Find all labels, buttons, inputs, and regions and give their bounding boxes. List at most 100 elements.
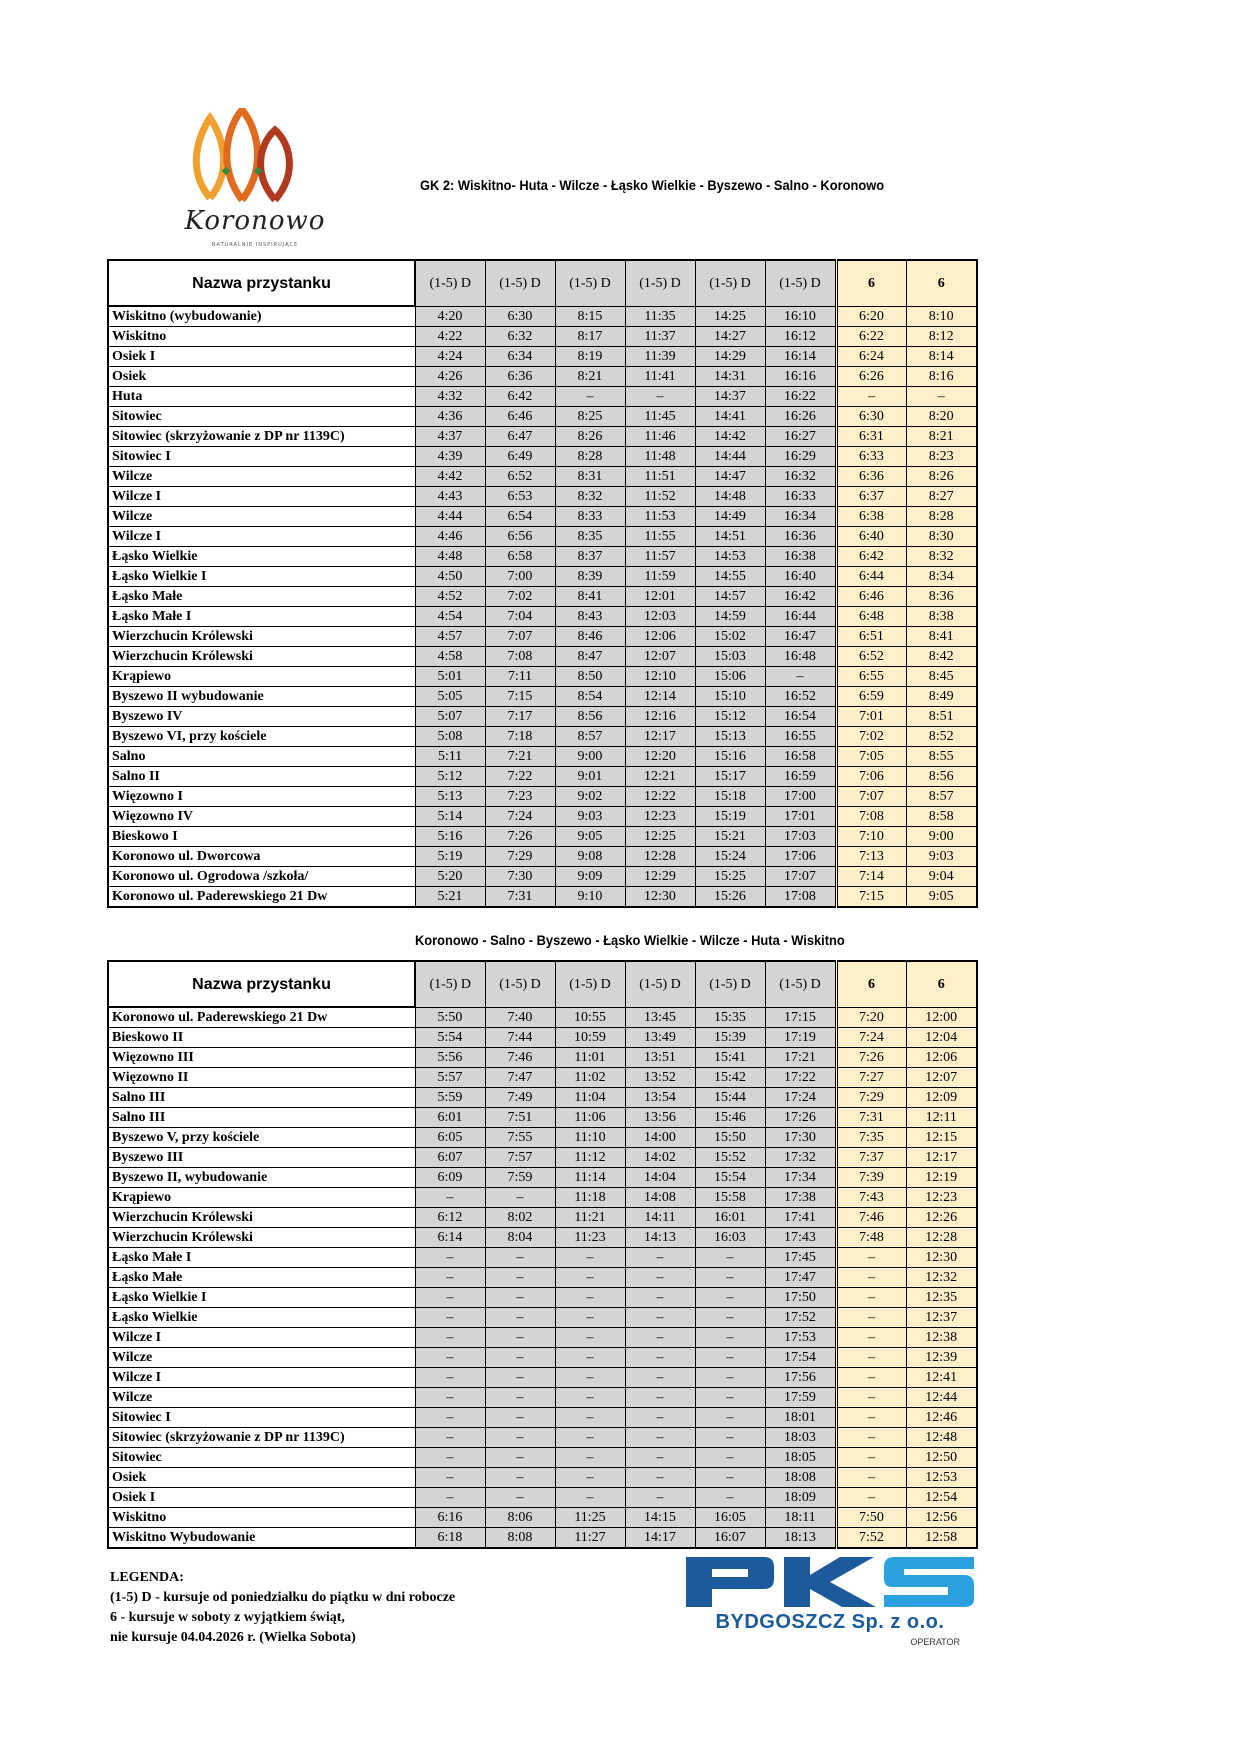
departure-time: 7:47	[484, 1067, 556, 1088]
departure-time: 8:08	[484, 1527, 556, 1549]
departure-time: 6:40	[834, 526, 907, 547]
departure-time: 12:06	[624, 626, 696, 647]
departure-time: 5:59	[414, 1087, 486, 1108]
departure-time: –	[694, 1387, 766, 1408]
stop-name: Wiskitno (wybudowanie)	[107, 305, 416, 327]
departure-time: 17:52	[764, 1307, 837, 1328]
departure-time: 6:55	[834, 666, 907, 687]
departure-time: 7:05	[834, 746, 907, 767]
departure-time: 8:37	[554, 546, 626, 567]
departure-time: 6:01	[414, 1107, 486, 1128]
departure-time: 11:57	[624, 546, 696, 567]
table-row: Łąsko Małe – – – – –17:47–12:32	[107, 1267, 978, 1288]
departure-time: 16:38	[764, 546, 837, 567]
departure-time: –	[694, 1247, 766, 1268]
departure-time: –	[834, 1467, 907, 1488]
departure-time: 7:08	[484, 646, 556, 667]
departure-time: 12:48	[905, 1427, 978, 1448]
departure-time: –	[624, 1267, 696, 1288]
departure-time: 17:56	[764, 1367, 837, 1388]
departure-time: –	[554, 386, 626, 407]
departure-time: 12:16	[624, 706, 696, 727]
departure-time: –	[554, 1247, 626, 1268]
stop-name: Wilcze	[107, 1387, 416, 1408]
departure-time: 12:30	[905, 1247, 978, 1268]
departure-time: 6:58	[484, 546, 556, 567]
departure-time: 12:21	[624, 766, 696, 787]
departure-time: 5:16	[414, 826, 486, 847]
departure-time: 6:07	[414, 1147, 486, 1168]
departure-time: 11:21	[554, 1207, 626, 1228]
departure-time: 12:23	[905, 1187, 978, 1208]
departure-time: –	[834, 1327, 907, 1348]
departure-time: 12:35	[905, 1287, 978, 1308]
departure-time: 5:11	[414, 746, 486, 767]
departure-time: 12:03	[624, 606, 696, 627]
departure-time: 11:35	[624, 305, 696, 327]
departure-time: 16:03	[694, 1227, 766, 1248]
departure-time: 8:16	[905, 366, 978, 387]
departure-time: 16:22	[764, 386, 837, 407]
departure-time: –	[484, 1187, 556, 1208]
koronowo-logo: Koronowo NATURALNIE INSPIRUJĄCE	[180, 104, 330, 258]
departure-time: 7:50	[834, 1507, 907, 1528]
departure-time: –	[624, 1407, 696, 1428]
stop-name: Wilcze	[107, 466, 416, 487]
header-row: Nazwa przystanku (1-5) D (1-5) D (1-5) D (1-…	[107, 960, 978, 1008]
departure-time: 8:26	[905, 466, 978, 487]
table-row: Byszewo IV 5:07 7:17 8:56 12:16 15:12 16:54 7:0…	[107, 706, 978, 727]
departure-time: 6:46	[834, 586, 907, 607]
departure-time: 15:16	[694, 746, 766, 767]
departure-time: 5:07	[414, 706, 486, 727]
departure-time: 7:30	[484, 866, 556, 887]
departure-time: –	[554, 1447, 626, 1468]
stop-name: Salno	[107, 746, 416, 767]
departure-time: 8:30	[905, 526, 978, 547]
departure-time: 12:50	[905, 1447, 978, 1468]
stop-name: Osiek I	[107, 1487, 416, 1508]
departure-time: 15:02	[694, 626, 766, 647]
departure-time: 7:17	[484, 706, 556, 727]
departure-time: –	[414, 1347, 486, 1368]
departure-time: 18:05	[764, 1447, 837, 1468]
table-row: Łąsko Małe I 4:54 7:04 8:43 12:03 14:59 16:44 6…	[107, 606, 978, 627]
departure-time: 6:38	[834, 506, 907, 527]
departure-time: 8:17	[554, 326, 626, 347]
departure-time: 17:30	[764, 1127, 837, 1148]
stop-name: Huta	[107, 386, 416, 407]
departure-time: 16:34	[764, 506, 837, 527]
departure-time: 15:35	[694, 1006, 766, 1028]
departure-time: 13:54	[624, 1087, 696, 1108]
departure-time: 6:34	[484, 346, 556, 367]
table-row: Sitowiec 4:36 6:46 8:25 11:45 14:41 16:26 6:30 8…	[107, 406, 978, 427]
departure-time: 12:15	[905, 1127, 978, 1148]
departure-time: 16:55	[764, 726, 837, 747]
departure-time: –	[764, 666, 837, 687]
departure-time: 15:17	[694, 766, 766, 787]
departure-time: 5:20	[414, 866, 486, 887]
departure-time: 6:16	[414, 1507, 486, 1528]
stop-name: Bieskowo II	[107, 1027, 416, 1048]
weekday-column-header: (1-5) D	[484, 259, 556, 307]
departure-time: –	[694, 1427, 766, 1448]
pks-logo: BYDGOSZCZ Sp. z o.o. OPERATOR	[684, 1553, 976, 1653]
departure-time: 7:43	[834, 1187, 907, 1208]
departure-time: 12:29	[624, 866, 696, 887]
departure-time: 11:52	[624, 486, 696, 507]
stop-name: Wiskitno Wybudowanie	[107, 1527, 416, 1549]
table-row: Łąsko Wielkie 4:48 6:58 8:37 11:57 14:53 16:38…	[107, 546, 978, 567]
departure-time: 5:12	[414, 766, 486, 787]
departure-time: 4:36	[414, 406, 486, 427]
departure-time: 7:48	[834, 1227, 907, 1248]
table-row: Byszewo II wybudowanie 5:05 7:15 8:54 12:14 1…	[107, 686, 978, 707]
timetable-outbound: Nazwa przystanku (1-5) D (1-5) D (1-5) D (1-…	[107, 259, 978, 908]
departure-time: –	[554, 1327, 626, 1348]
departure-time: –	[554, 1387, 626, 1408]
weekday-column-header: (1-5) D	[624, 960, 696, 1008]
departure-time: 12:26	[905, 1207, 978, 1228]
stop-name: Byszewo VI, przy kościele	[107, 726, 416, 747]
departure-time: 7:15	[834, 886, 907, 908]
departure-time: 8:46	[554, 626, 626, 647]
departure-time: 6:53	[484, 486, 556, 507]
stop-name: Łąsko Wielkie	[107, 546, 416, 567]
